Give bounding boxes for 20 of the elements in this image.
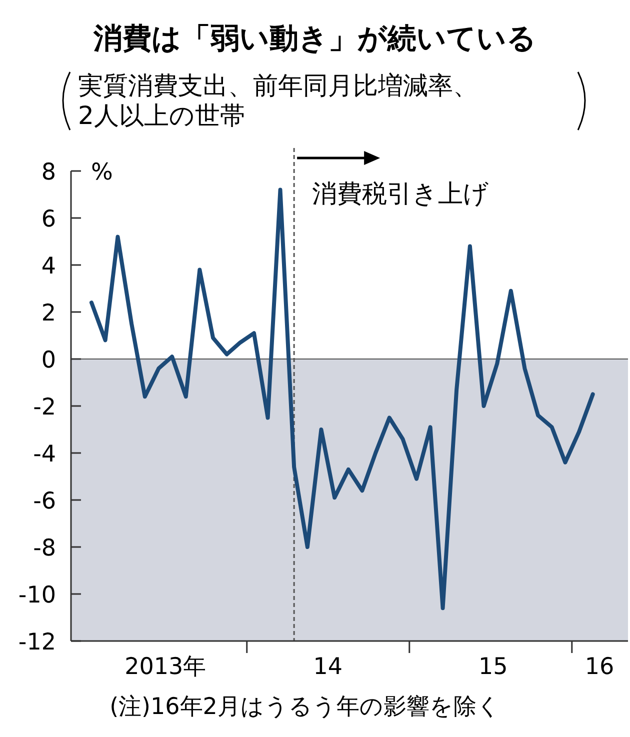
chart-subtitle: 実質消費支出、前年同月比増減率、2人以上の世帯 — [78, 71, 478, 130]
y-tick-label: 8 — [41, 159, 56, 186]
y-tick-label: -12 — [18, 629, 56, 656]
y-tick-label: -6 — [33, 488, 56, 514]
y-axis-title: % — [91, 159, 113, 186]
text: (注)16年2月はうるう年の影響を除く — [110, 694, 500, 720]
y-tick-label: 2 — [41, 300, 56, 326]
y-tick-label: 0 — [41, 347, 56, 374]
y-tick-label: -10 — [18, 582, 56, 608]
y-tick-label: -8 — [33, 535, 56, 562]
x-tick-label: 14 — [313, 654, 343, 680]
y-tick-label: 4 — [41, 253, 56, 280]
y-tick-label: 6 — [41, 206, 56, 232]
x-tick-label: 16 — [584, 654, 614, 680]
ref-line-label: 消費税引き上げ — [312, 179, 490, 208]
y-tick-label: -2 — [33, 394, 56, 420]
chart-title: 消費は「弱い動き」が続いている — [92, 21, 536, 55]
x-tick-label: 15 — [478, 654, 508, 680]
y-tick-label: -4 — [33, 441, 56, 468]
x-tick-label: 2013年 — [124, 654, 206, 680]
